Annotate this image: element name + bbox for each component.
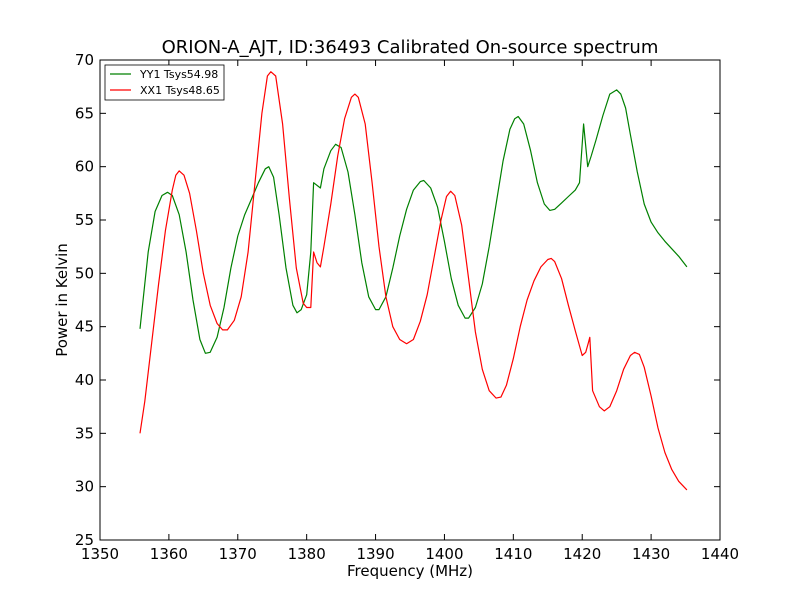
x-tick-label: 1400 [425, 545, 463, 563]
y-tick-label: 65 [75, 104, 94, 122]
x-tick-label: 1430 [632, 545, 670, 563]
x-tick-label: 1350 [81, 545, 119, 563]
series-line-yy1 [139, 89, 688, 354]
x-tick-label: 1390 [356, 545, 394, 563]
y-tick-label: 30 [75, 478, 94, 496]
plot-area: 1350 1360 1370 1380 1390 1400 1410 1420 1430 1440… [75, 51, 739, 563]
y-tick-label: 35 [75, 424, 94, 442]
y-tick-label: 70 [75, 51, 94, 69]
legend-label-yy1: YY1 Tsys54.98 [139, 68, 218, 81]
legend: YY1 Tsys54.98 XX1 Tsys48.65 [104, 64, 225, 101]
y-tick-label: 25 [75, 531, 94, 549]
plot-frame [99, 59, 721, 541]
y-tick-label: 60 [75, 158, 94, 176]
plot-background [100, 60, 720, 540]
x-tick-label: 1410 [494, 545, 532, 563]
chart-title: ORION-A_AJT, ID:36493 Calibrated On-sour… [162, 37, 659, 58]
y-axis-label: Power in Kelvin [53, 243, 71, 357]
x-axis: 1350 1360 1370 1380 1390 1400 1410 1420 1430 1440 [81, 60, 739, 563]
y-axis: 25 30 35 40 45 50 55 60 65 70 [75, 51, 720, 549]
y-tick-label: 50 [75, 264, 94, 282]
series-line-xx1 [139, 71, 688, 491]
x-tick-label: 1420 [563, 545, 601, 563]
y-tick-label: 40 [75, 371, 94, 389]
y-tick-label: 45 [75, 318, 94, 336]
y-tick-label: 55 [75, 211, 94, 229]
legend-box [104, 64, 225, 101]
x-tick-label: 1370 [219, 545, 257, 563]
x-tick-label: 1380 [288, 545, 326, 563]
x-axis-label: Frequency (MHz) [347, 562, 473, 580]
x-tick-label: 1440 [701, 545, 739, 563]
x-tick-label: 1360 [150, 545, 188, 563]
legend-label-xx1: XX1 Tsys48.65 [140, 84, 220, 97]
series-layer [139, 71, 688, 491]
